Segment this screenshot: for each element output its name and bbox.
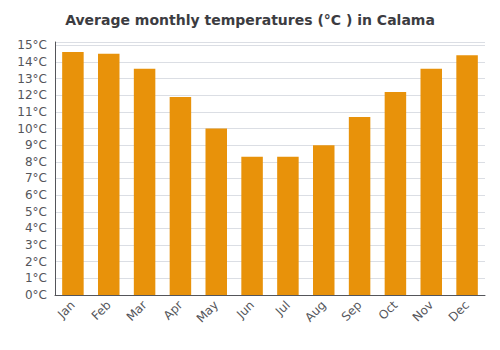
svg-text:4°C: 4°C bbox=[25, 221, 47, 235]
svg-text:Nov: Nov bbox=[410, 298, 436, 324]
svg-text:6°C: 6°C bbox=[25, 188, 47, 202]
svg-text:9°C: 9°C bbox=[25, 138, 47, 152]
svg-text:15°C: 15°C bbox=[17, 38, 47, 52]
svg-text:12°C: 12°C bbox=[17, 88, 47, 102]
svg-text:Jul: Jul bbox=[272, 298, 293, 319]
svg-text:Mar: Mar bbox=[124, 298, 150, 324]
svg-text:Jun: Jun bbox=[233, 298, 257, 322]
svg-text:14°C: 14°C bbox=[17, 55, 47, 69]
svg-text:8°C: 8°C bbox=[25, 155, 47, 169]
svg-text:May: May bbox=[194, 298, 221, 325]
svg-text:1°C: 1°C bbox=[25, 271, 47, 285]
svg-text:Aug: Aug bbox=[302, 298, 328, 324]
svg-text:Sep: Sep bbox=[339, 298, 365, 324]
svg-text:Jan: Jan bbox=[54, 298, 78, 322]
svg-text:Dec: Dec bbox=[446, 298, 472, 324]
svg-text:0°C: 0°C bbox=[25, 288, 47, 302]
svg-text:7°C: 7°C bbox=[25, 171, 47, 185]
svg-text:2°C: 2°C bbox=[25, 255, 47, 269]
svg-text:Average monthly temperatures (: Average monthly temperatures (°C ) in Ca… bbox=[65, 12, 435, 28]
svg-text:Oct: Oct bbox=[376, 298, 401, 323]
svg-text:10°C: 10°C bbox=[17, 122, 47, 136]
svg-text:13°C: 13°C bbox=[17, 72, 47, 86]
svg-text:Apr: Apr bbox=[161, 298, 186, 323]
svg-text:5°C: 5°C bbox=[25, 205, 47, 219]
svg-text:3°C: 3°C bbox=[25, 238, 47, 252]
svg-text:11°C: 11°C bbox=[17, 105, 47, 119]
svg-text:Feb: Feb bbox=[89, 298, 114, 323]
